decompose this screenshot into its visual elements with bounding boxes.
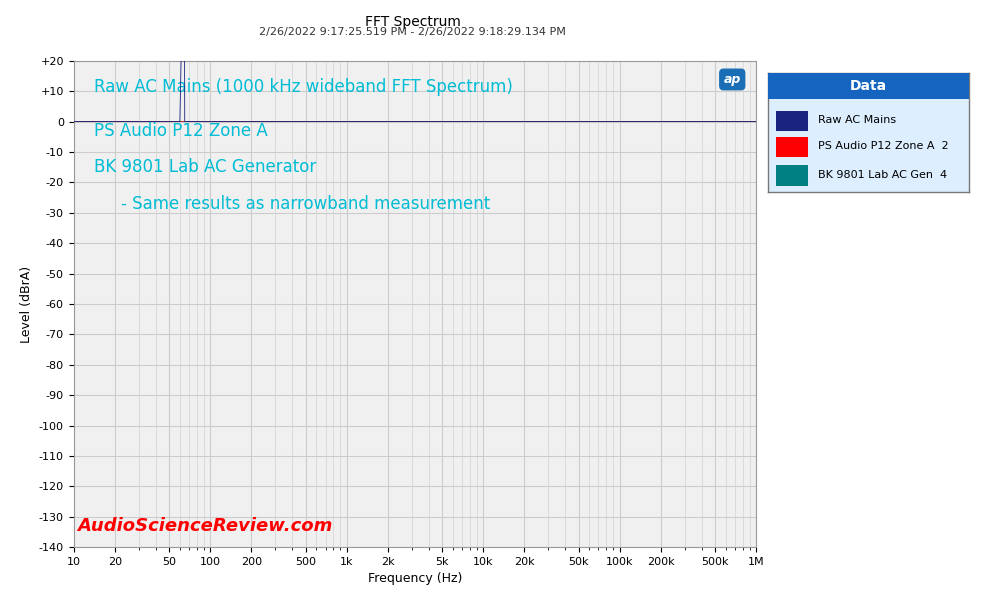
Text: PS Audio P12 Zone A  2: PS Audio P12 Zone A 2	[818, 142, 949, 151]
Bar	[776, 111, 808, 131]
Bar	[776, 165, 808, 185]
Text: BK 9801 Lab AC Gen  4: BK 9801 Lab AC Gen 4	[818, 170, 948, 180]
Text: - Same results as narrowband measurement: - Same results as narrowband measurement	[122, 195, 491, 213]
Text: FFT Spectrum: FFT Spectrum	[364, 15, 461, 29]
Bar	[768, 73, 969, 99]
Text: AudioScienceReview.com: AudioScienceReview.com	[77, 517, 333, 535]
Bar	[776, 137, 808, 157]
Text: PS Audio P12 Zone A: PS Audio P12 Zone A	[94, 122, 268, 140]
X-axis label: Frequency (Hz): Frequency (Hz)	[367, 573, 463, 586]
Text: Raw AC Mains: Raw AC Mains	[818, 116, 897, 125]
Text: Data: Data	[850, 79, 887, 93]
Text: ap: ap	[724, 73, 741, 86]
Y-axis label: Level (dBrA): Level (dBrA)	[21, 266, 33, 342]
Text: 2/26/2022 9:17:25.519 PM - 2/26/2022 9:18:29.134 PM: 2/26/2022 9:17:25.519 PM - 2/26/2022 9:1…	[259, 27, 566, 37]
Text: Raw AC Mains (1000 kHz wideband FFT Spectrum): Raw AC Mains (1000 kHz wideband FFT Spec…	[94, 78, 513, 96]
Text: BK 9801 Lab AC Generator: BK 9801 Lab AC Generator	[94, 158, 316, 176]
